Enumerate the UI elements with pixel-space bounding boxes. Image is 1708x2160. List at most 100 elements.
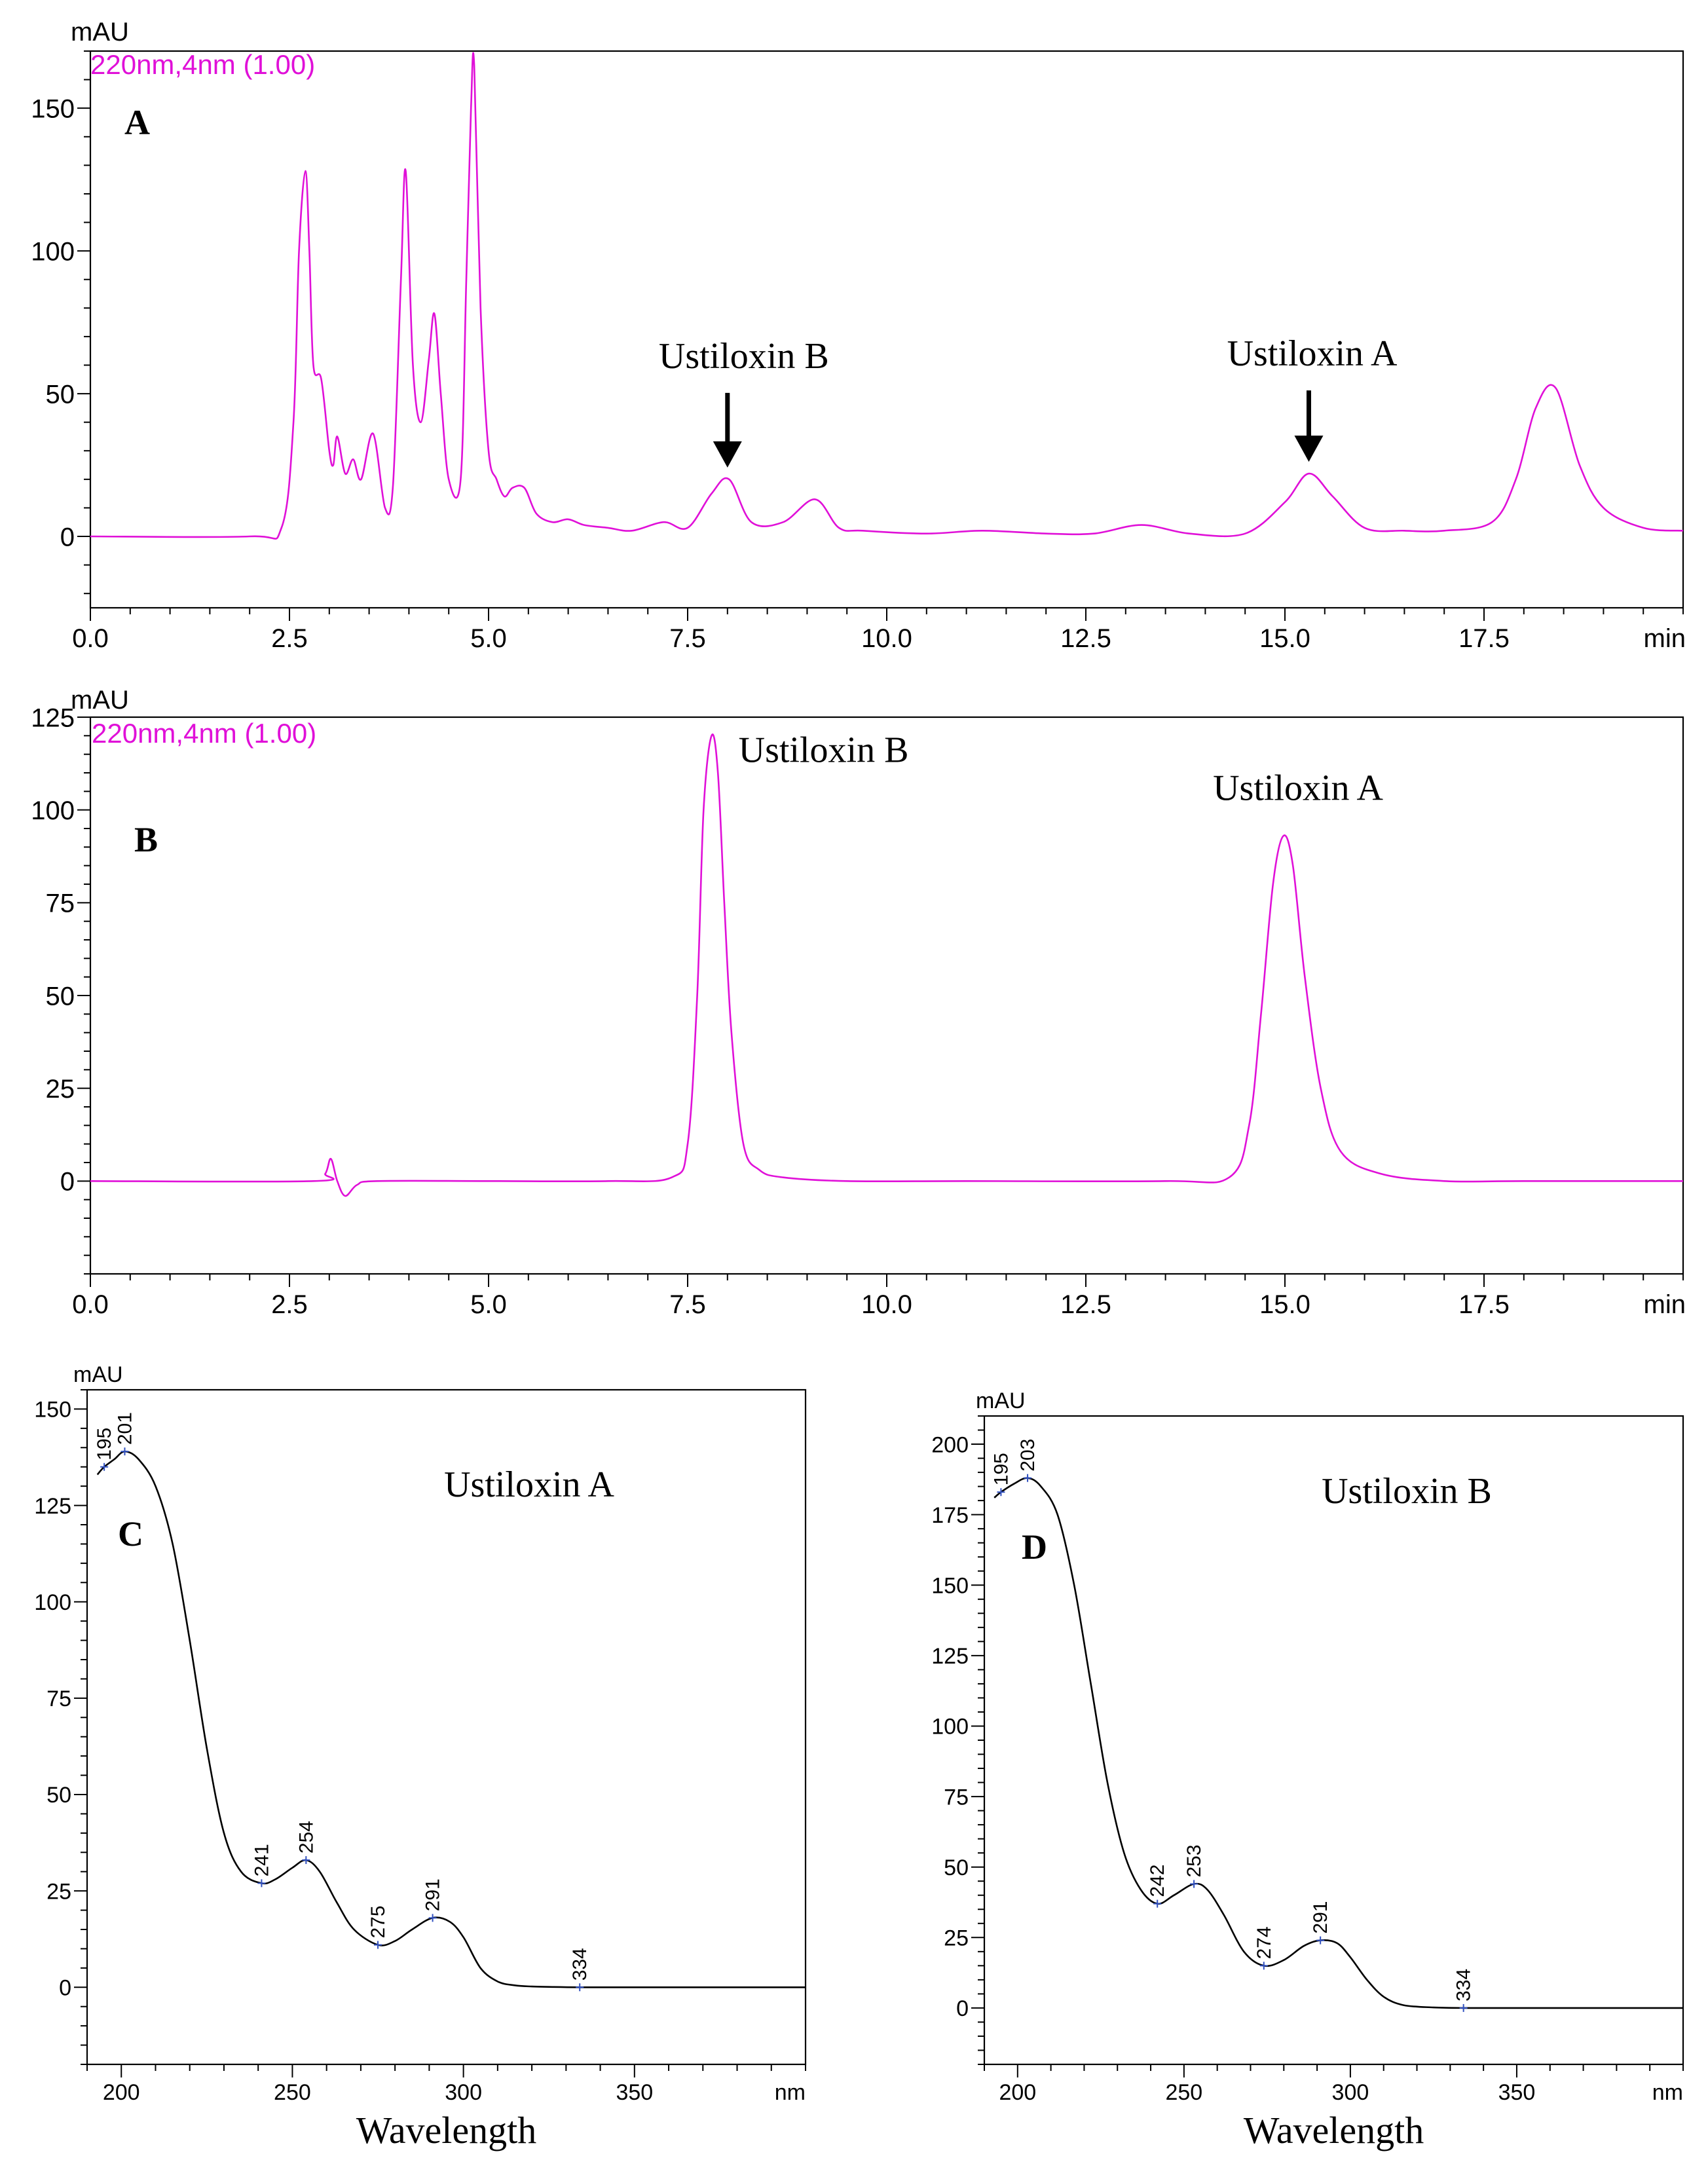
y-tick-label: 50 xyxy=(46,380,75,409)
x-tick-label: 10.0 xyxy=(861,1290,912,1319)
spectrum-title: Ustiloxin B xyxy=(1322,1471,1492,1512)
wavelength-peak-label: 274 xyxy=(1253,1926,1275,1959)
peak-marker xyxy=(302,1856,310,1865)
signal-trace xyxy=(96,1450,806,1988)
peak-marker xyxy=(374,1941,382,1949)
wavelength-peak-label: 201 xyxy=(114,1412,136,1445)
x-tick-label: 12.5 xyxy=(1060,1290,1111,1319)
y-axis-ticks xyxy=(74,1389,87,2065)
panel-letter: A xyxy=(124,103,150,142)
y-tick-label: 50 xyxy=(46,982,75,1011)
y-tick-label: 75 xyxy=(46,889,75,918)
x-tick-label: 2.5 xyxy=(271,1290,308,1319)
y-tick-label: 100 xyxy=(931,1715,969,1740)
panel-a-chromatogram: 0.0 2.5 5.0 7.5 10.0 12.5 15.0 17.5 0 50 100 150 mAU… xyxy=(31,18,1686,653)
x-tick-label: 200 xyxy=(103,2080,140,2105)
y-tick-label: 150 xyxy=(34,1398,71,1423)
y-tick-label: 200 xyxy=(931,1432,969,1457)
peak-annotation: Ustiloxin B xyxy=(659,336,829,377)
wavelength-peak-label: 334 xyxy=(1453,1969,1475,2002)
x-axis-ticks xyxy=(90,608,1684,621)
channel-label: 220nm,4nm (1.00) xyxy=(90,49,315,80)
peak-marker xyxy=(1316,1936,1325,1945)
y-tick-label: 50 xyxy=(46,1783,71,1808)
wavelength-peak-label: 203 xyxy=(1017,1439,1039,1472)
signal-trace xyxy=(993,1477,1683,2009)
y-tick-label: 0 xyxy=(60,1168,75,1197)
x-tick-label: 0.0 xyxy=(72,1290,109,1319)
signal-trace xyxy=(90,52,1684,540)
channel-label: 220nm,4nm (1.00) xyxy=(92,718,316,749)
y-axis-ticks xyxy=(77,717,90,1275)
panel-letter: D xyxy=(1022,1527,1047,1567)
y-tick-label: 75 xyxy=(46,1686,71,1711)
y-axis-unit-label: mAU xyxy=(73,1362,123,1387)
x-axis-unit-label: min xyxy=(1644,624,1686,653)
y-tick-label: 150 xyxy=(31,95,75,124)
plot-frame xyxy=(89,50,1684,609)
y-tick-label: 125 xyxy=(931,1644,969,1669)
wavelength-peak-label: 253 xyxy=(1183,1844,1205,1877)
y-tick-label: 125 xyxy=(34,1494,71,1519)
y-axis-unit-label: mAU xyxy=(71,686,129,715)
panel-letter: B xyxy=(134,820,158,859)
wavelength-peak-label: 291 xyxy=(1310,1901,1331,1934)
plot-frame xyxy=(983,1415,1684,2066)
y-tick-label: 25 xyxy=(46,1879,71,1904)
peak-marker xyxy=(1024,1474,1032,1482)
x-axis-unit-label: min xyxy=(1644,1290,1686,1319)
peak-marker xyxy=(576,1983,584,1992)
peak-marker xyxy=(428,1914,437,1922)
wavelength-peak-label: 334 xyxy=(569,1948,591,1981)
peak-arrow xyxy=(1294,390,1324,462)
x-tick-label: 15.0 xyxy=(1259,1290,1310,1319)
x-axis-title: Wavelength xyxy=(356,2109,537,2151)
panel-b-chromatogram: 0.0 2.5 5.0 7.5 10.0 12.5 15.0 17.5 0 25 50 75 100 12… xyxy=(31,686,1686,1319)
x-tick-label: 350 xyxy=(616,2080,653,2105)
x-tick-label: 7.5 xyxy=(669,1290,706,1319)
spectrum-title: Ustiloxin A xyxy=(444,1464,614,1505)
peak-annotation: Ustiloxin B xyxy=(739,730,909,770)
peak-marker xyxy=(257,1879,266,1888)
y-tick-label: 25 xyxy=(944,1926,969,1951)
y-tick-label: 100 xyxy=(31,238,75,267)
y-axis-ticks xyxy=(77,50,90,595)
y-tick-label: 0 xyxy=(60,523,75,551)
y-tick-label: 25 xyxy=(46,1075,75,1104)
y-tick-label: 100 xyxy=(34,1590,71,1615)
x-tick-label: 250 xyxy=(1165,2080,1202,2105)
wavelength-peak-label: 195 xyxy=(94,1428,115,1461)
y-tick-label: 75 xyxy=(944,1785,969,1810)
y-tick-label: 100 xyxy=(31,796,75,825)
panel-letter: C xyxy=(118,1514,143,1554)
x-tick-label: 2.5 xyxy=(271,624,308,653)
y-tick-label: 175 xyxy=(931,1503,969,1528)
x-tick-label: 12.5 xyxy=(1060,624,1111,653)
x-tick-label: 17.5 xyxy=(1458,1290,1510,1319)
peak-arrow xyxy=(713,392,742,468)
x-tick-label: 200 xyxy=(999,2080,1036,2105)
peak-marker xyxy=(1459,2003,1468,2012)
peak-annotation: Ustiloxin A xyxy=(1227,333,1398,374)
peak-marker xyxy=(121,1447,129,1456)
x-axis-ticks xyxy=(984,2064,1684,2077)
x-axis-title: Wavelength xyxy=(1244,2109,1424,2151)
peak-marker xyxy=(100,1462,109,1471)
x-tick-label: 300 xyxy=(1332,2080,1369,2105)
y-tick-label: 150 xyxy=(931,1574,969,1599)
wavelength-peak-label: 195 xyxy=(990,1453,1012,1485)
y-tick-label: 0 xyxy=(59,1976,71,2001)
x-tick-label: 350 xyxy=(1498,2080,1536,2105)
x-tick-label: 7.5 xyxy=(669,624,706,653)
x-tick-label: 5.0 xyxy=(470,1290,507,1319)
x-tick-label: 0.0 xyxy=(72,624,109,653)
y-axis-ticks xyxy=(971,1415,984,2065)
x-tick-label: 15.0 xyxy=(1259,624,1310,653)
y-tick-label: 125 xyxy=(31,703,75,732)
x-tick-label: 10.0 xyxy=(861,624,912,653)
peak-marker xyxy=(1259,1962,1268,1970)
y-tick-label: 50 xyxy=(944,1855,969,1880)
x-tick-label: 5.0 xyxy=(470,624,507,653)
